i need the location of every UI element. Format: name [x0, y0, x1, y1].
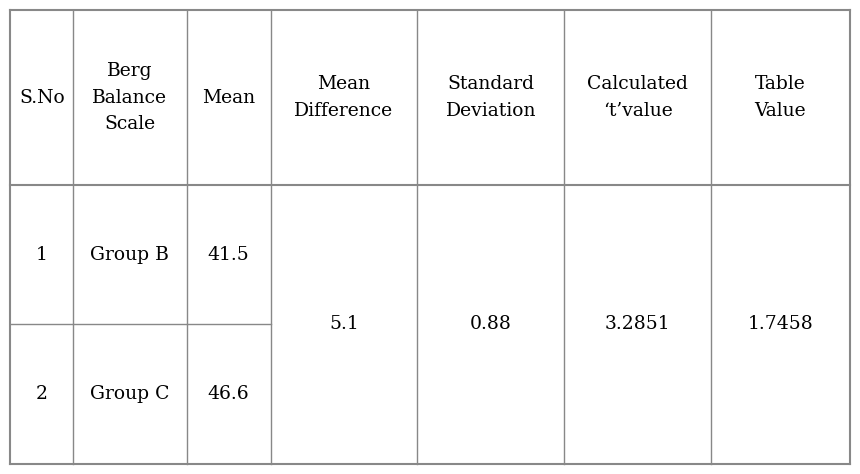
Text: 0.88: 0.88 [470, 315, 512, 333]
Text: 46.6: 46.6 [208, 385, 249, 403]
Text: 2: 2 [36, 385, 48, 403]
Text: Calculated
‘t’value: Calculated ‘t’value [587, 75, 688, 120]
Text: Group C: Group C [90, 385, 169, 403]
Text: 5.1: 5.1 [329, 315, 359, 333]
Text: S.No: S.No [19, 89, 64, 107]
Text: Mean
Difference: Mean Difference [294, 75, 394, 120]
Text: Standard
Deviation: Standard Deviation [445, 75, 536, 120]
Text: 1.7458: 1.7458 [747, 315, 814, 333]
Text: Group B: Group B [90, 246, 169, 264]
Text: 41.5: 41.5 [207, 246, 249, 264]
Text: Berg
Balance
Scale: Berg Balance Scale [92, 62, 168, 133]
Text: 1: 1 [36, 246, 48, 264]
Text: Table
Value: Table Value [754, 75, 806, 120]
Text: Mean: Mean [202, 89, 255, 107]
Text: 3.2851: 3.2851 [605, 315, 671, 333]
